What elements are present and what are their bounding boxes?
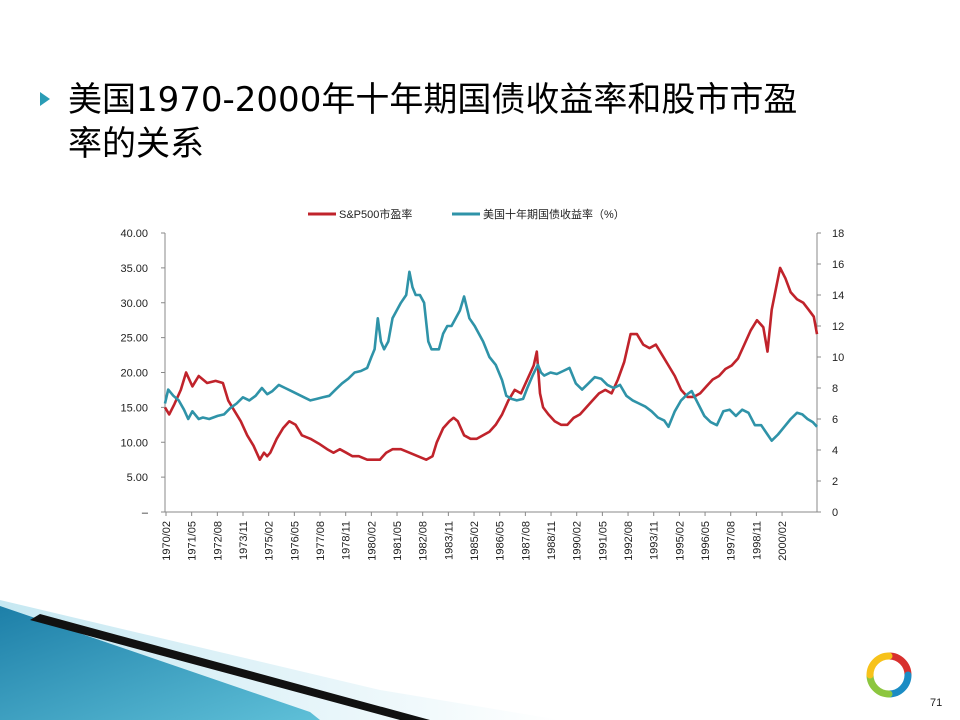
slide-title-line-2: 率的关系 (68, 124, 204, 164)
x-tick-label: 1970/02 (161, 521, 173, 561)
slide-title-line-1: 美国1970-2000年十年期国债收益率和股市市盈 (68, 80, 798, 120)
x-tick-label: 1971/05 (187, 521, 199, 561)
x-tick-label: 1982/08 (418, 521, 430, 561)
series-line (163, 266, 819, 462)
x-tick-label: 1998/11 (751, 521, 763, 560)
y-left-tick-label: 5.00 (127, 472, 148, 484)
bullet-arrow-icon (40, 92, 50, 106)
y-right-tick-label: 6 (832, 414, 838, 426)
y-right-tick-label: 12 (832, 321, 844, 333)
x-tick-label: 1977/08 (315, 521, 327, 561)
y-left-tick-label: 25.00 (120, 333, 148, 345)
legend-label: S&P500市盈率 (339, 207, 412, 221)
x-tick-label: 1985/02 (469, 521, 481, 561)
x-tick-label: 1976/05 (289, 521, 301, 561)
y-right-tick-label: 18 (832, 228, 844, 240)
y-left-tick-label: – (142, 507, 149, 519)
x-tick-label: 1995/02 (674, 521, 686, 561)
swoosh-blue (0, 606, 320, 720)
x-tick-label: 1978/11 (341, 521, 353, 560)
y-right-tick-label: 0 (832, 507, 838, 519)
y-left-tick-label: 15.00 (120, 402, 148, 414)
y-right-tick-label: 10 (832, 352, 844, 364)
company-logo (866, 652, 912, 698)
y-left-tick-label: 40.00 (120, 228, 148, 240)
series-line (163, 270, 818, 443)
y-right-tick-label: 14 (832, 290, 844, 302)
y-right-tick-label: 8 (832, 383, 838, 395)
x-tick-label: 1981/05 (392, 521, 404, 561)
x-tick-label: 1988/11 (546, 521, 558, 560)
y-right-tick-label: 16 (832, 259, 844, 271)
y-right-tick-label: 4 (832, 445, 838, 457)
legend-label: 美国十年期国债收益率（%） (483, 207, 625, 221)
x-tick-label: 1992/08 (623, 521, 635, 561)
x-tick-label: 2000/02 (777, 521, 789, 561)
x-tick-label: 1975/02 (264, 521, 276, 561)
y-left-tick-label: 35.00 (120, 263, 148, 275)
x-tick-label: 1993/11 (649, 521, 661, 560)
x-tick-label: 1987/08 (520, 521, 532, 561)
x-tick-label: 1972/08 (212, 521, 224, 561)
x-tick-label: 1991/05 (597, 521, 609, 561)
y-right-tick-label: 2 (832, 476, 838, 488)
x-tick-label: 1980/02 (366, 521, 378, 561)
x-tick-label: 1983/11 (443, 521, 455, 560)
y-left-tick-label: 10.00 (120, 437, 148, 449)
x-tick-label: 1997/08 (726, 521, 738, 561)
y-left-tick-label: 30.00 (120, 298, 148, 310)
x-tick-label: 1990/02 (572, 521, 584, 561)
page-number: 71 (930, 697, 943, 709)
x-tick-label: 1986/05 (495, 521, 507, 561)
slide-title: 美国1970-2000年十年期国债收益率和股市市盈 率的关系 (68, 78, 918, 166)
x-tick-label: 1973/11 (238, 521, 250, 560)
x-tick-label: 1996/05 (700, 521, 712, 561)
y-left-tick-label: 20.00 (120, 368, 148, 380)
swoosh-dark (30, 614, 430, 720)
